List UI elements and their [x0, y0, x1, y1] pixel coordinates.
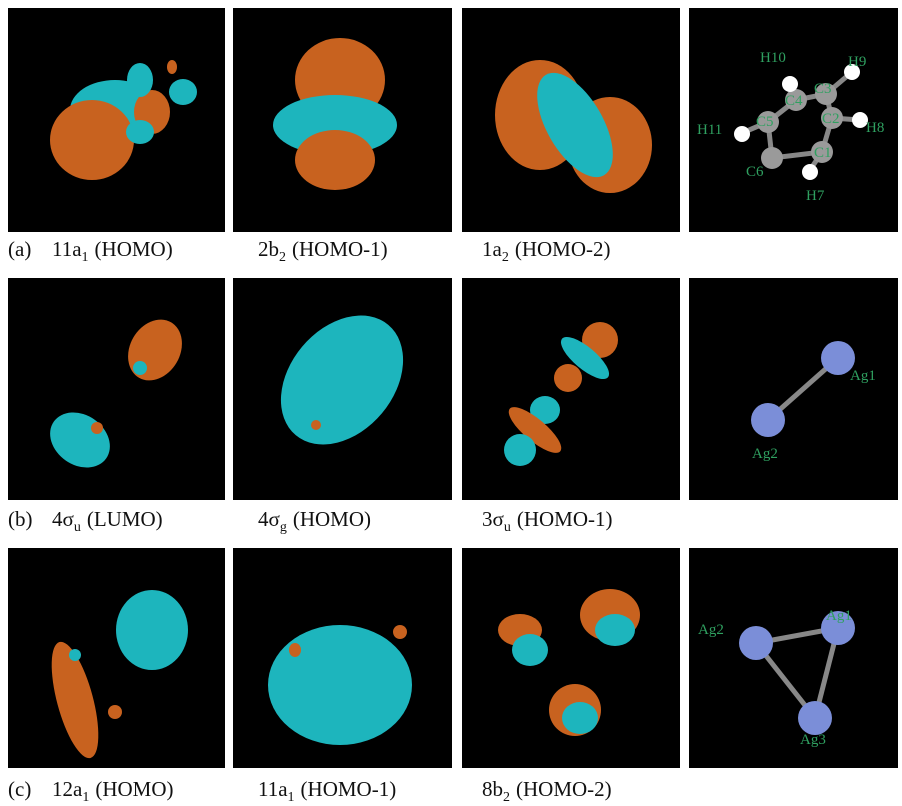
orbital-name: 3σ [482, 507, 504, 531]
panel [689, 278, 898, 500]
lobe [127, 63, 153, 97]
orbital-name: 11a [52, 237, 82, 261]
lobe [268, 625, 412, 745]
lobe [169, 79, 197, 105]
caption: 11a1 (HOMO-1) [258, 777, 396, 805]
panel [8, 278, 225, 500]
orbital-subscript: 2 [279, 250, 286, 265]
orbital-note: (HOMO-1) [517, 507, 613, 531]
orbital-note: (HOMO-2) [515, 237, 611, 261]
row-label: (c) [8, 777, 31, 801]
lobe [50, 100, 134, 180]
orbital-note: (HOMO) [293, 507, 371, 531]
lobe [512, 634, 548, 666]
atom-label: C5 [756, 114, 774, 130]
atom-label: Ag2 [698, 622, 724, 638]
orbital-note: (HOMO-1) [292, 237, 388, 261]
orbital-subscript: 1 [82, 790, 89, 805]
atom-label: C3 [814, 81, 832, 97]
row-label: (b) [8, 507, 33, 531]
lobe [116, 590, 188, 670]
orbital-name: 12a [52, 777, 83, 801]
lobe [133, 361, 147, 375]
orbital-note: (HOMO-2) [516, 777, 612, 801]
orbital-subscript: g [280, 520, 287, 535]
orbital-note: (HOMO) [95, 777, 173, 801]
orbital-name: 4σ [258, 507, 280, 531]
caption: 4σg (HOMO) [258, 507, 371, 535]
panel [689, 548, 898, 768]
orbital-subscript: u [74, 520, 81, 535]
orbital-name: 11a [258, 777, 288, 801]
atom-label: Ag3 [800, 732, 826, 748]
caption: 11a1 (HOMO) [52, 237, 173, 265]
orbital-name: 4σ [52, 507, 74, 531]
lobe [126, 120, 154, 144]
panel [8, 548, 225, 768]
lobe [393, 625, 407, 639]
atom-label: H7 [806, 188, 825, 204]
lobe [69, 649, 81, 661]
row-label: (a) [8, 237, 31, 261]
lobe [554, 364, 582, 392]
orbital-subscript: 1 [288, 790, 295, 805]
orbital-name: 1a [482, 237, 503, 261]
lobe [311, 420, 321, 430]
caption: 2b2 (HOMO-1) [258, 237, 388, 265]
atom-label: H8 [866, 120, 884, 136]
lobe [504, 434, 536, 466]
lobe [289, 643, 301, 657]
atom-label: Ag1 [826, 608, 852, 624]
atom-label: C6 [746, 164, 764, 180]
orbital-note: (LUMO) [87, 507, 163, 531]
atom-label: C4 [785, 93, 803, 109]
orbital-subscript: 2 [502, 250, 509, 265]
lobe [595, 614, 635, 646]
atom-label: Ag1 [850, 368, 876, 384]
caption: 4σu (LUMO) [52, 507, 163, 535]
caption: 3σu (HOMO-1) [482, 507, 612, 535]
atom-label: H10 [760, 50, 786, 66]
lobe [91, 422, 103, 434]
lobe [295, 130, 375, 190]
lobe [108, 705, 122, 719]
atom-label: H9 [848, 54, 866, 70]
orbital-subscript: 1 [82, 250, 89, 265]
caption: 12a1 (HOMO) [52, 777, 173, 805]
caption: 8b2 (HOMO-2) [482, 777, 612, 805]
orbital-note: (HOMO-1) [301, 777, 397, 801]
orbital-name: 8b [482, 777, 503, 801]
atom-label: Ag2 [752, 446, 778, 462]
orbital-subscript: u [504, 520, 511, 535]
lobe [167, 60, 177, 74]
orbital-note: (HOMO) [95, 237, 173, 261]
caption: 1a2 (HOMO-2) [482, 237, 610, 265]
atom-label: C1 [814, 145, 832, 161]
atom-label: H11 [697, 122, 722, 138]
orbital-name: 2b [258, 237, 279, 261]
orbital-subscript: 2 [503, 790, 510, 805]
atom-label: C2 [822, 111, 840, 127]
lobe [562, 702, 598, 734]
